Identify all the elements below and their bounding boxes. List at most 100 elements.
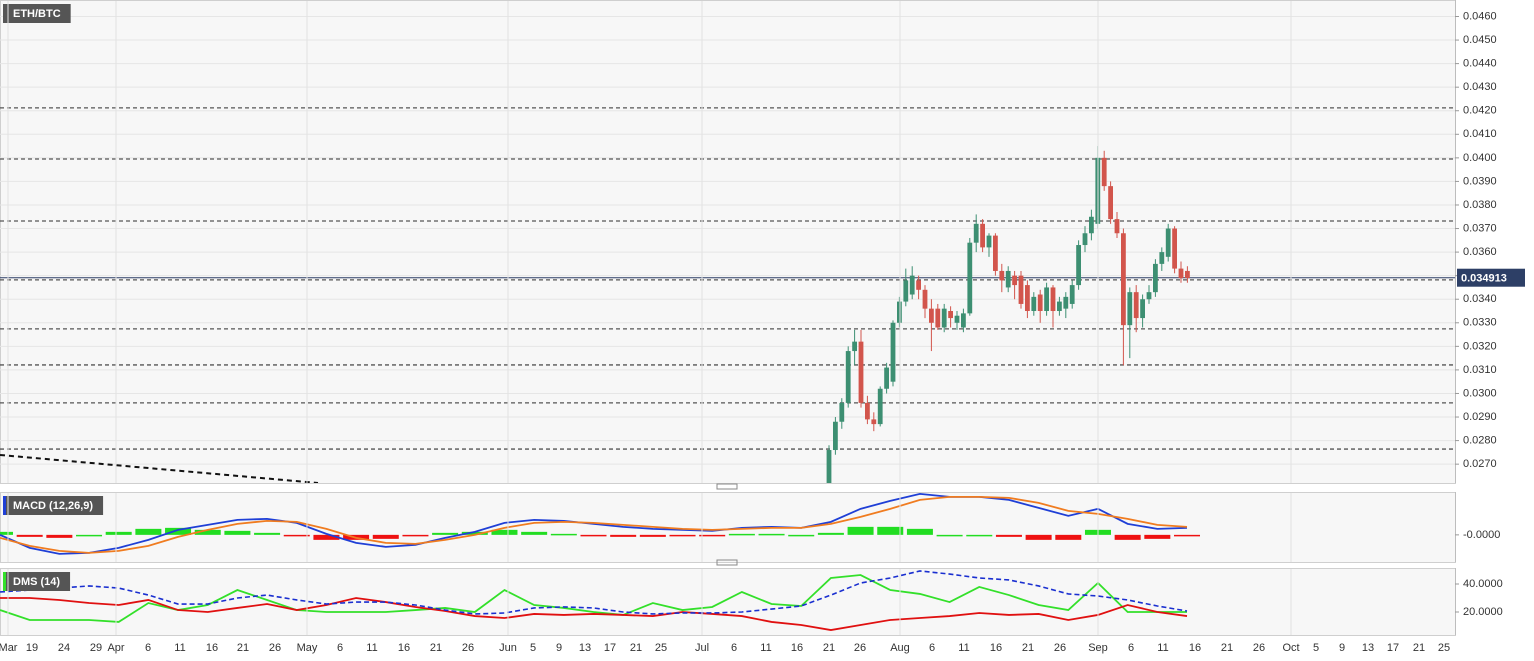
title-badge [3, 572, 71, 591]
candle-body [1133, 292, 1139, 319]
candle-body [993, 235, 998, 271]
x-tick-label: 21 [630, 642, 642, 654]
candle-body [999, 270, 1005, 281]
histogram-bar [669, 534, 696, 537]
x-tick-label: 16 [990, 642, 1002, 654]
histogram-bar [580, 534, 607, 537]
panel-background [0, 0, 1456, 484]
x-tick-label: 26 [1054, 642, 1066, 654]
y-tick-label: 0.0380 [1463, 199, 1497, 211]
histogram-bar [699, 534, 726, 537]
plot-area [0, 570, 1188, 631]
candle-body [1140, 299, 1145, 319]
y-tick-label: 0.0320 [1463, 340, 1497, 352]
histogram-bar [224, 530, 251, 535]
candle-body [909, 275, 915, 295]
x-tick-label: Sep [1088, 642, 1108, 654]
x-tick-label: 21 [1413, 642, 1425, 654]
histogram-bar [521, 531, 548, 535]
histogram-bar [847, 526, 874, 535]
y-tick-label: 0.0360 [1463, 246, 1497, 258]
candle-body [1031, 296, 1037, 312]
histogram-bar [402, 534, 429, 537]
x-tick-label: 17 [1387, 642, 1399, 654]
y-tick-label: 0.0440 [1463, 58, 1497, 70]
histogram-bar [76, 534, 103, 537]
candle-body [967, 242, 973, 314]
x-tick-label: 11 [174, 642, 185, 654]
histogram-bar [1174, 534, 1200, 537]
histogram-bar [758, 533, 785, 536]
histogram-bar [610, 534, 637, 537]
histogram-bar [254, 532, 281, 535]
histogram-bar [491, 529, 518, 535]
x-tick-label: 26 [854, 642, 866, 654]
title-badge [3, 4, 71, 23]
indicator-line [0, 495, 1188, 554]
x-tick-label: 5 [1313, 642, 1319, 654]
histogram-bar [165, 527, 192, 535]
candle-body [1057, 301, 1062, 312]
candle-body [1044, 287, 1049, 312]
x-tick-label: 9 [1339, 642, 1345, 654]
x-tick-label: 21 [823, 642, 835, 654]
panel-title: ETH/BTC [13, 8, 61, 20]
x-tick-label: 26 [269, 642, 281, 654]
candle-body [845, 351, 851, 403]
x-tick-label: Aug [890, 642, 910, 654]
candle-body [941, 308, 947, 328]
candle-body [826, 450, 832, 483]
candle-body [973, 223, 979, 243]
y-tick-label: 0.0410 [1463, 128, 1497, 140]
x-tick-label: 6 [337, 642, 343, 654]
last-price-label: 0.034913 [1461, 273, 1507, 285]
histogram-bar [105, 531, 132, 535]
candle-body [1012, 275, 1017, 286]
histogram-bar [46, 534, 73, 538]
panel-background [0, 492, 1456, 563]
histogram-bar [966, 534, 993, 537]
indicator-line [0, 574, 1187, 623]
histogram-bar [194, 529, 221, 535]
candle-body [1121, 233, 1126, 326]
y-tick-label: 0.0330 [1463, 317, 1497, 329]
histogram-bar [1144, 534, 1171, 539]
candle-body [1005, 270, 1011, 288]
candle-body [1172, 228, 1177, 269]
x-tick-label: 5 [530, 642, 536, 654]
histogram-bar [432, 532, 459, 535]
candle-body [1050, 287, 1056, 312]
x-tick-label: 26 [462, 642, 474, 654]
candle-body [1089, 216, 1094, 234]
x-tick-label: 13 [579, 642, 591, 654]
x-tick-label: May [297, 642, 318, 654]
y-tick-label: 0.0280 [1463, 434, 1497, 446]
x-tick-label: 9 [556, 642, 562, 654]
candle-body [858, 341, 864, 403]
title-badge [3, 496, 104, 515]
x-tick-label: 21 [430, 642, 442, 654]
y-tick-label: 0.0340 [1463, 293, 1497, 305]
x-tick-label: 26 [1253, 642, 1265, 654]
histogram-bar [906, 528, 933, 535]
histogram-bar [1055, 534, 1082, 540]
x-tick-label: 16 [398, 642, 410, 654]
y-tick-label: 0.0370 [1463, 222, 1497, 234]
histogram-bar [283, 534, 310, 537]
x-tick-label: 6 [929, 642, 935, 654]
candle-body [852, 341, 857, 352]
candle-body [1082, 233, 1088, 246]
candle-body [1025, 285, 1030, 312]
candle-body [1165, 228, 1171, 257]
x-tick-label: 16 [791, 642, 803, 654]
histogram-bar [1025, 534, 1052, 540]
x-tick-label: 25 [1438, 642, 1450, 654]
x-tick-label: 17 [604, 642, 616, 654]
x-tick-label: 6 [145, 642, 151, 654]
indicator-line [0, 597, 1188, 631]
x-tick-label: 21 [237, 642, 249, 654]
x-tick-label: 11 [958, 642, 969, 654]
candle-body [961, 313, 966, 328]
